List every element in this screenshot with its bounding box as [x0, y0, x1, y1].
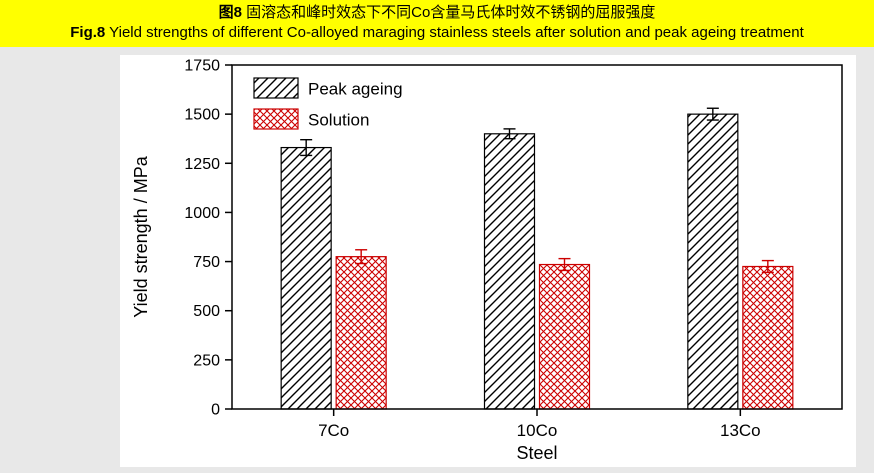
caption-en-figure-label: Fig.8 [70, 24, 106, 41]
caption-en: Fig.8 Yield strengths of different Co-al… [0, 23, 874, 43]
y-tick-label: 1500 [184, 107, 220, 124]
yield-strength-bar-chart: 0 250 500 750 1000 1250 1500 1750 7Co 10Co 13Co Yie… [131, 58, 843, 463]
y-tick-label: 250 [193, 352, 220, 369]
y-tick-label: 750 [193, 254, 220, 271]
legend-swatch-solution [253, 108, 299, 130]
legend-label-peak-ageing: Peak ageing [308, 80, 403, 99]
legend-swatch-peak-ageing [253, 77, 299, 99]
bar-peak-ageing-10co [483, 133, 536, 410]
y-axis-title: Yield strength / MPa [131, 155, 151, 317]
bar-solution-10co [538, 263, 591, 410]
caption-en-text: Yield strengths of different Co-alloyed … [105, 24, 804, 41]
y-tick-label: 0 [211, 402, 220, 419]
x-tick-label: 13Co [720, 421, 761, 440]
caption-zh: 图8 固溶态和峰时效态下不同Co含量马氏体时效不锈钢的屈服强度 [0, 3, 874, 23]
x-tick-label: 7Co [318, 421, 349, 440]
bar-solution-7co [335, 256, 387, 410]
x-axis-title: Steel [516, 443, 557, 463]
y-tick-label: 500 [193, 303, 220, 320]
figure-caption-banner: 图8 固溶态和峰时效态下不同Co含量马氏体时效不锈钢的屈服强度 Fig.8 Yi… [0, 0, 874, 47]
caption-zh-figure-label: 图8 [218, 4, 242, 21]
y-tick-label: 1750 [184, 58, 220, 75]
y-tick-label: 1250 [184, 156, 220, 173]
chart-panel: 0 250 500 750 1000 1250 1500 1750 7Co 10Co 13Co Yie… [120, 55, 856, 467]
x-tick-label: 10Co [517, 421, 558, 440]
bar-solution-13co [742, 265, 794, 410]
legend-label-solution: Solution [308, 111, 369, 130]
caption-zh-text: 固溶态和峰时效态下不同Co含量马氏体时效不锈钢的屈服强度 [241, 4, 656, 21]
bar-peak-ageing-13co [687, 113, 739, 410]
y-tick-label: 1000 [184, 205, 220, 222]
bar-peak-ageing-7co [280, 146, 332, 410]
